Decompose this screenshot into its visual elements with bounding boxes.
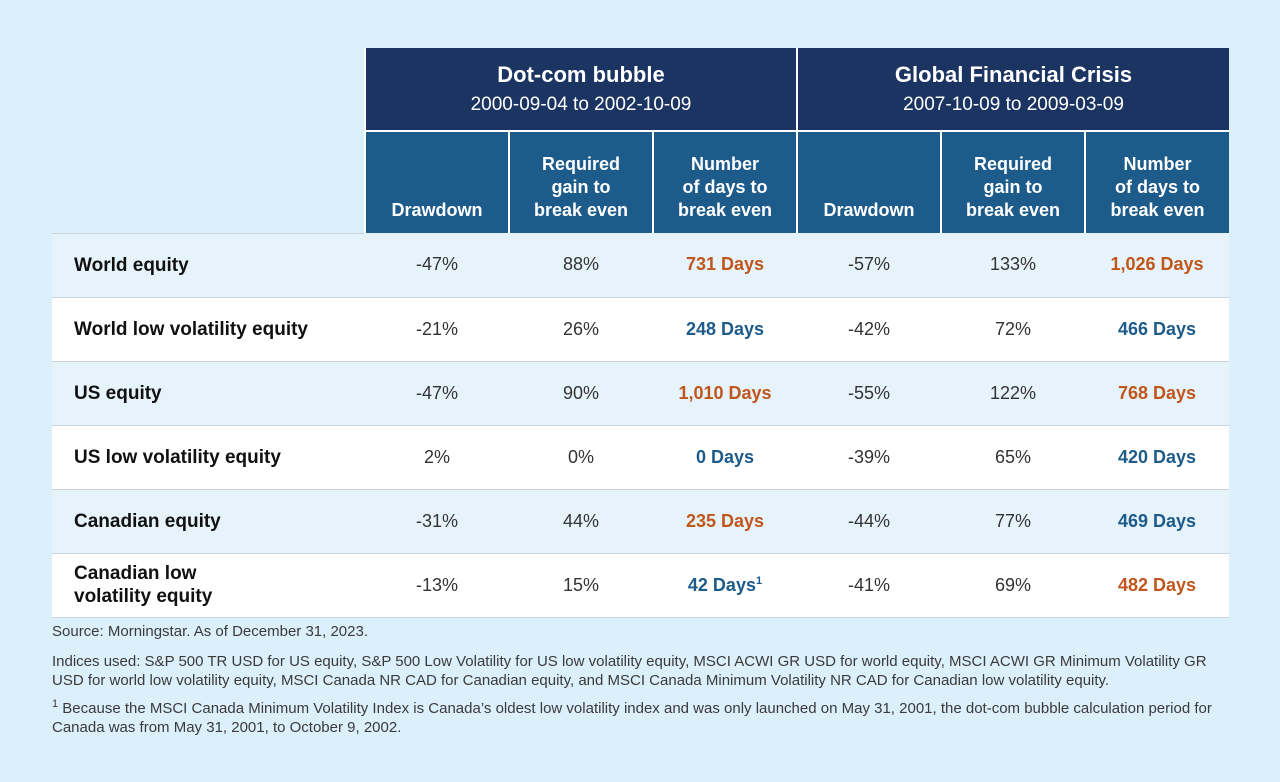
required-gain-cell: 65% xyxy=(941,425,1085,490)
days-cell: 466 Days xyxy=(1085,297,1230,362)
drawdown-cell: -47% xyxy=(365,233,509,298)
table-row: World equity -47% 88% 731 Days -57% 133%… xyxy=(52,233,1230,298)
required-gain-cell: 72% xyxy=(941,297,1085,362)
footnote: 1 Because the MSCI Canada Minimum Volati… xyxy=(52,698,1212,737)
table-row: World low volatility equity -21% 26% 248… xyxy=(52,297,1230,362)
row-label: Canadian equity xyxy=(52,489,365,554)
days-cell: 1,026 Days xyxy=(1085,233,1230,298)
drawdown-cell: -39% xyxy=(797,425,941,490)
drawdown-cell: -41% xyxy=(797,553,941,618)
days-cell: 235 Days xyxy=(653,489,797,554)
days-cell: 0 Days xyxy=(653,425,797,490)
footnote-marker: 1 xyxy=(755,574,763,587)
table-row: Canadian equity -31% 44% 235 Days -44% 7… xyxy=(52,489,1230,554)
required-gain-cell: 44% xyxy=(509,489,653,554)
col-header-required-gain: Required gain to break even xyxy=(508,130,653,233)
required-gain-cell: 77% xyxy=(941,489,1085,554)
days-cell: 768 Days xyxy=(1085,361,1230,426)
days-cell: 420 Days xyxy=(1085,425,1230,490)
required-gain-cell: 26% xyxy=(509,297,653,362)
row-label: US equity xyxy=(52,361,365,426)
table-row: US low volatility equity 2% 0% 0 Days -3… xyxy=(52,425,1230,490)
required-gain-cell: 0% xyxy=(509,425,653,490)
footnote-marker: 1 xyxy=(52,698,59,710)
notes: Source: Morningstar. As of December 31, … xyxy=(52,622,1232,746)
drawdown-cell: -55% xyxy=(797,361,941,426)
days-cell: 248 Days xyxy=(653,297,797,362)
recovery-table-container: Dot-com bubble 2000-09-04 to 2002-10-09 … xyxy=(52,48,1230,618)
row-label: US low volatility equity xyxy=(52,425,365,490)
required-gain-cell: 69% xyxy=(941,553,1085,618)
col-header-required-gain: Required gain to break even xyxy=(940,130,1085,233)
days-cell: 1,010 Days xyxy=(653,361,797,426)
source-note: Source: Morningstar. As of December 31, … xyxy=(52,623,369,640)
drawdown-cell: -31% xyxy=(365,489,509,554)
required-gain-cell: 15% xyxy=(509,553,653,618)
drawdown-cell: -44% xyxy=(797,489,941,554)
required-gain-cell: 90% xyxy=(509,361,653,426)
col-header-days: Number of days to break even xyxy=(652,130,797,233)
table-row: Canadian low volatility equity -13% 15% 4… xyxy=(52,553,1230,618)
days-cell: 42 Days1 xyxy=(653,553,797,618)
col-header-days: Number of days to break even xyxy=(1083,130,1230,233)
drawdown-cell: 2% xyxy=(365,425,509,490)
drawdown-cell: -42% xyxy=(797,297,941,362)
row-label: World low volatility equity xyxy=(52,297,365,362)
row-label: Canadian low volatility equity xyxy=(52,553,365,618)
indices-note: Indices used: S&P 500 TR USD for US equi… xyxy=(52,653,1207,689)
drawdown-cell: -47% xyxy=(365,361,509,426)
col-header-drawdown: Drawdown xyxy=(796,130,941,233)
drawdown-cell: -13% xyxy=(365,553,509,618)
row-label: World equity xyxy=(52,233,365,298)
group-header-gfc: Global Financial Crisis 2007-10-09 to 20… xyxy=(795,48,1230,131)
group-title: Dot-com bubble xyxy=(497,62,665,87)
required-gain-cell: 88% xyxy=(509,233,653,298)
table-row: US equity -47% 90% 1,010 Days -55% 122% … xyxy=(52,361,1230,426)
col-header-drawdown: Drawdown xyxy=(364,130,509,233)
group-title: Global Financial Crisis xyxy=(894,62,1133,87)
required-gain-cell: 133% xyxy=(941,233,1085,298)
subheader-blank xyxy=(52,131,365,234)
drawdown-cell: -21% xyxy=(365,297,509,362)
required-gain-cell: 122% xyxy=(941,361,1085,426)
recovery-table: Dot-com bubble 2000-09-04 to 2002-10-09 … xyxy=(52,48,1230,618)
group-header-dotcom: Dot-com bubble 2000-09-04 to 2002-10-09 xyxy=(364,48,797,131)
group-dates: 2007-10-09 to 2009-03-09 xyxy=(903,94,1124,115)
header-blank xyxy=(52,48,365,131)
days-cell: 469 Days xyxy=(1085,489,1230,554)
drawdown-cell: -57% xyxy=(797,233,941,298)
days-cell: 482 Days xyxy=(1085,553,1230,618)
group-dates: 2000-09-04 to 2002-10-09 xyxy=(470,94,692,115)
days-cell: 731 Days xyxy=(653,233,797,298)
